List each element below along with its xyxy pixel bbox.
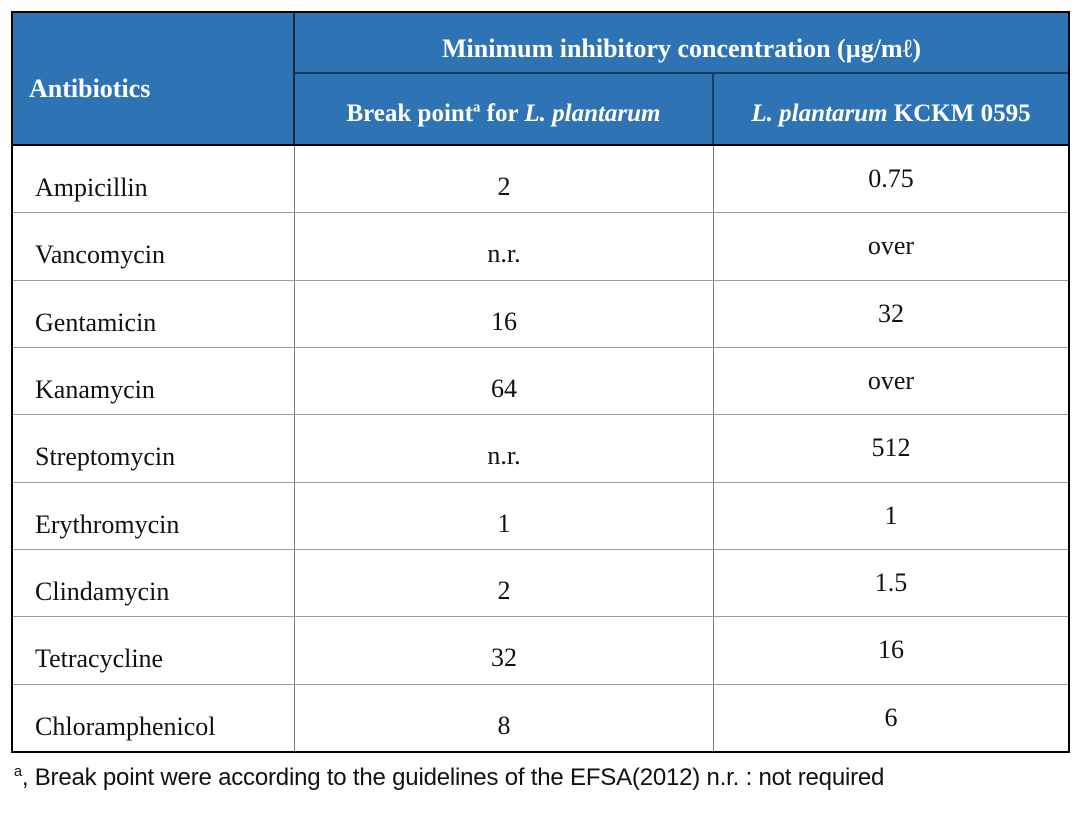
table-header: Antibiotics Minimum inhibitory concentra… xyxy=(13,13,1068,146)
break-point-cell: 2 xyxy=(295,549,714,617)
footnote-text: , Break point were according to the guid… xyxy=(21,764,885,791)
table-footnote: a, Break point were according to the gui… xyxy=(14,764,1074,792)
antibiotic-name-cell: Kanamycin xyxy=(13,347,295,415)
table-row: Vancomycin n.r. over xyxy=(13,212,1068,280)
strain-column-header: L. plantarum KCKM 0595 xyxy=(714,74,1068,144)
break-point-cell: n.r. xyxy=(295,213,714,280)
antibiotic-name-cell: Ampicillin xyxy=(13,146,295,213)
species-name: L. plantarum xyxy=(751,100,888,127)
table-row: Clindamycin 2 1.5 xyxy=(13,548,1068,617)
antibiotic-name-cell: Vancomycin xyxy=(13,213,295,280)
mic-value-cell: 1 xyxy=(884,500,898,530)
mic-value-cell: over xyxy=(867,231,915,261)
break-point-column-header: Break pointa for L. plantarum xyxy=(295,74,714,144)
mic-subheader-row: Break pointa for L. plantarum L. plantar… xyxy=(295,74,1068,144)
antibiotics-column-header: Antibiotics xyxy=(13,13,295,144)
break-point-cell: 2 xyxy=(295,146,714,213)
antibiotic-name-cell: Streptomycin xyxy=(13,415,295,482)
mic-span-header: Minimum inhibitory concentration (µg/mℓ) xyxy=(295,13,1068,74)
table-row: Erythromycin 1 1 xyxy=(13,481,1068,549)
table-row: Tetracycline 32 16 xyxy=(13,616,1068,684)
break-point-footnote-marker: a xyxy=(473,99,481,116)
table-row: Gentamicin 16 32 xyxy=(13,279,1068,347)
break-point-cell: 32 xyxy=(295,617,714,684)
antibiotic-name-cell: Erythromycin xyxy=(13,482,295,549)
antibiotic-name-cell: Tetracycline xyxy=(13,617,295,684)
mic-value-cell: 16 xyxy=(878,635,904,665)
antibiotic-name-cell: Gentamicin xyxy=(13,280,295,347)
table-row: Chloramphenicol 8 6 xyxy=(13,683,1068,751)
antibiotics-header-label: Antibiotics xyxy=(29,73,151,103)
table-row: Ampicillin 2 0.75 xyxy=(13,146,1068,213)
mic-header-group: Minimum inhibitory concentration (µg/mℓ)… xyxy=(295,13,1068,144)
species-name: L. plantarum xyxy=(524,100,661,127)
strain-header-label: L. plantarum KCKM 0595 xyxy=(751,100,1031,127)
mic-value-cell: 32 xyxy=(878,298,904,328)
mic-value-cell: 512 xyxy=(871,433,911,463)
mic-value-cell: over xyxy=(867,366,915,396)
mic-value-cell: 1.5 xyxy=(874,568,908,598)
mic-value-cell: 0.75 xyxy=(868,164,914,194)
mic-span-header-label: Minimum inhibitory concentration (µg/mℓ) xyxy=(442,33,921,63)
antibiotic-name-cell: Clindamycin xyxy=(13,549,295,617)
break-point-cell: 8 xyxy=(295,684,714,751)
antibiotic-mic-table: Antibiotics Minimum inhibitory concentra… xyxy=(11,11,1070,753)
footnote-marker: a xyxy=(14,764,22,780)
break-point-cell: 16 xyxy=(295,280,714,347)
table-row: Kanamycin 64 over xyxy=(13,346,1068,415)
break-point-cell: n.r. xyxy=(295,415,714,482)
table-body: Ampicillin 2 0.75 Vancomycin n.r. over G… xyxy=(13,146,1068,751)
mic-value-cell: 6 xyxy=(884,702,898,732)
break-point-cell: 64 xyxy=(295,347,714,415)
break-point-cell: 1 xyxy=(295,482,714,549)
break-point-header-label: Break pointa for L. plantarum xyxy=(346,99,661,127)
table-row: Streptomycin n.r. 512 xyxy=(13,414,1068,482)
antibiotic-name-cell: Chloramphenicol xyxy=(13,684,295,751)
